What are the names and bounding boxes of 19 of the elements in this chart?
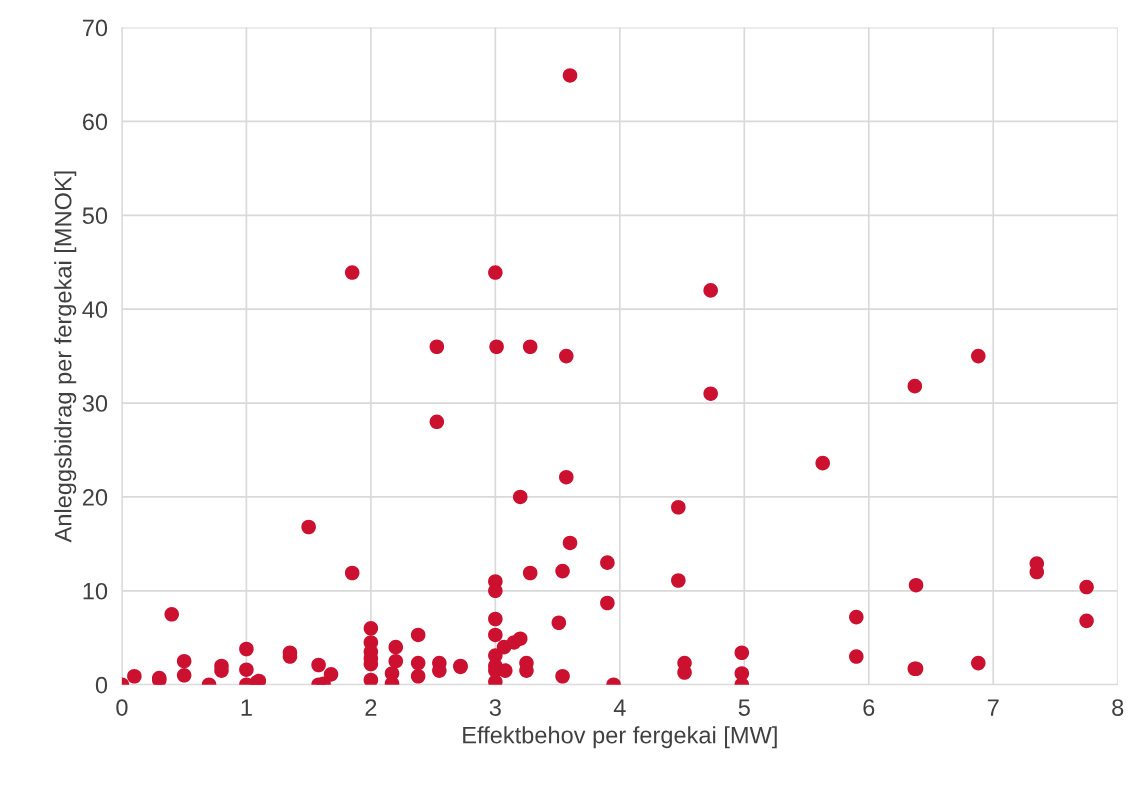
y-tick-label: 20 bbox=[82, 489, 108, 506]
x-tick-label: 7 bbox=[987, 699, 999, 716]
x-tick-label: 3 bbox=[489, 699, 501, 716]
x-tick-label: 2 bbox=[365, 699, 377, 716]
y-tick-label: 10 bbox=[83, 582, 108, 600]
y-tick-label: 50 bbox=[82, 207, 108, 225]
y-tick-label: 0 bbox=[95, 676, 108, 694]
y-tick-label: 60 bbox=[82, 113, 108, 131]
y-tick-label: 30 bbox=[82, 395, 108, 412]
x-tick-label: 6 bbox=[863, 699, 875, 716]
y-tick-label: 40 bbox=[82, 301, 108, 318]
x-tick-label: 1 bbox=[241, 699, 252, 716]
x-tick-label: 8 bbox=[1112, 699, 1124, 716]
y-axis-title: Anleggsbidrag per fergekai [MNOK] bbox=[54, 171, 77, 543]
x-tick-label: 4 bbox=[613, 699, 626, 716]
x-tick-label: 0 bbox=[116, 699, 128, 716]
x-tick-label: 5 bbox=[738, 699, 750, 716]
y-tick-label: 70 bbox=[82, 19, 108, 37]
x-axis-title: Effektbehov per fergekai [MW] bbox=[463, 726, 777, 749]
